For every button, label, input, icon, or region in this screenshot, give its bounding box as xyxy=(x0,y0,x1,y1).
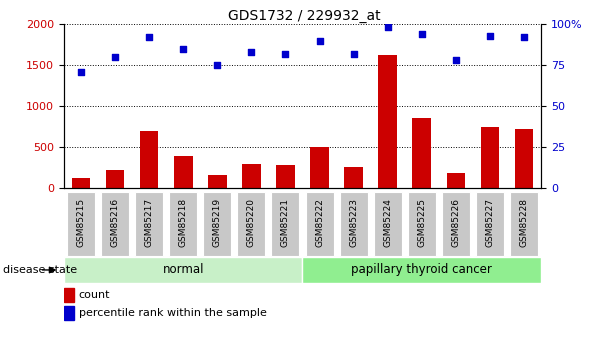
Point xyxy=(315,38,325,43)
Text: percentile rank within the sample: percentile rank within the sample xyxy=(79,308,267,318)
Bar xyxy=(72,178,90,188)
FancyBboxPatch shape xyxy=(135,192,163,256)
FancyBboxPatch shape xyxy=(374,192,402,256)
FancyBboxPatch shape xyxy=(303,257,541,283)
FancyBboxPatch shape xyxy=(442,192,470,256)
Bar xyxy=(208,175,227,188)
FancyBboxPatch shape xyxy=(64,257,303,283)
Bar xyxy=(140,131,159,188)
Bar xyxy=(344,167,363,188)
Text: disease state: disease state xyxy=(3,265,77,275)
Bar xyxy=(446,173,465,188)
Text: GSM85222: GSM85222 xyxy=(315,198,324,247)
FancyBboxPatch shape xyxy=(169,192,197,256)
Text: GDS1732 / 229932_at: GDS1732 / 229932_at xyxy=(227,9,381,23)
Point xyxy=(383,24,393,30)
FancyBboxPatch shape xyxy=(306,192,334,256)
Text: normal: normal xyxy=(162,264,204,276)
Bar xyxy=(378,55,397,188)
FancyBboxPatch shape xyxy=(340,192,368,256)
Text: GSM85224: GSM85224 xyxy=(383,198,392,247)
Text: count: count xyxy=(79,290,111,300)
Text: GSM85225: GSM85225 xyxy=(417,198,426,247)
Bar xyxy=(310,147,329,188)
FancyBboxPatch shape xyxy=(271,192,299,256)
Point xyxy=(178,46,188,51)
FancyBboxPatch shape xyxy=(408,192,436,256)
FancyBboxPatch shape xyxy=(476,192,504,256)
Text: GSM85226: GSM85226 xyxy=(451,198,460,247)
Point xyxy=(280,51,290,56)
Bar xyxy=(515,129,533,188)
Text: GSM85219: GSM85219 xyxy=(213,198,222,247)
Bar xyxy=(412,118,431,188)
Point xyxy=(246,49,256,55)
FancyBboxPatch shape xyxy=(67,192,95,256)
Point xyxy=(485,33,495,38)
Bar xyxy=(276,165,295,188)
Text: GSM85221: GSM85221 xyxy=(281,198,290,247)
Bar xyxy=(242,164,261,188)
Text: GSM85223: GSM85223 xyxy=(349,198,358,247)
FancyBboxPatch shape xyxy=(203,192,231,256)
Point xyxy=(110,54,120,60)
Point xyxy=(451,57,461,63)
Text: GSM85215: GSM85215 xyxy=(77,198,85,247)
Point xyxy=(76,69,86,75)
FancyBboxPatch shape xyxy=(101,192,129,256)
FancyBboxPatch shape xyxy=(237,192,265,256)
Point xyxy=(349,51,359,56)
Text: GSM85227: GSM85227 xyxy=(485,198,494,247)
Text: GSM85218: GSM85218 xyxy=(179,198,188,247)
Bar xyxy=(106,170,125,188)
Point xyxy=(519,34,529,40)
Text: GSM85228: GSM85228 xyxy=(520,198,528,247)
Point xyxy=(144,34,154,40)
FancyBboxPatch shape xyxy=(510,192,538,256)
Point xyxy=(212,62,222,68)
Bar xyxy=(174,156,193,188)
Bar xyxy=(64,306,74,319)
Point xyxy=(417,31,427,37)
Text: GSM85217: GSM85217 xyxy=(145,198,154,247)
Text: GSM85220: GSM85220 xyxy=(247,198,256,247)
Bar xyxy=(64,288,74,302)
Bar xyxy=(480,127,499,188)
Text: papillary thyroid cancer: papillary thyroid cancer xyxy=(351,264,492,276)
Text: GSM85216: GSM85216 xyxy=(111,198,120,247)
